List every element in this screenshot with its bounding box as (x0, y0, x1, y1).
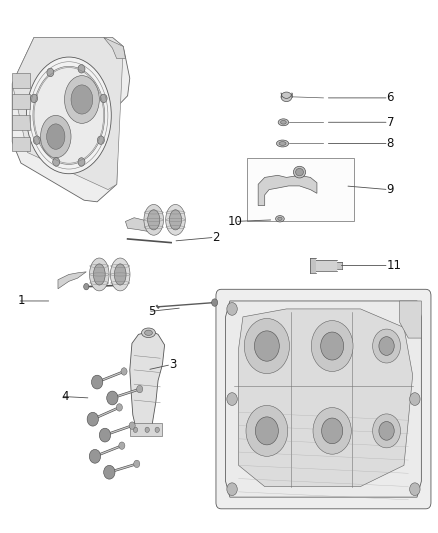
Text: 6: 6 (387, 91, 394, 104)
Circle shape (227, 483, 237, 496)
Circle shape (119, 442, 125, 449)
Ellipse shape (145, 330, 152, 335)
FancyBboxPatch shape (216, 289, 431, 509)
Ellipse shape (278, 217, 282, 220)
Ellipse shape (47, 124, 65, 149)
Circle shape (87, 413, 99, 426)
Text: 10: 10 (228, 215, 243, 228)
Circle shape (145, 427, 149, 432)
Ellipse shape (148, 210, 160, 230)
Ellipse shape (144, 205, 163, 235)
Ellipse shape (279, 142, 286, 146)
Ellipse shape (141, 328, 155, 337)
Circle shape (254, 331, 279, 361)
Circle shape (100, 94, 107, 103)
Circle shape (313, 408, 351, 454)
Text: 9: 9 (387, 183, 394, 196)
Circle shape (31, 94, 38, 103)
Polygon shape (239, 309, 413, 487)
Circle shape (121, 368, 127, 375)
Polygon shape (58, 272, 86, 289)
Circle shape (84, 284, 89, 290)
Ellipse shape (89, 258, 109, 291)
Circle shape (78, 64, 85, 73)
Text: 1: 1 (18, 294, 25, 308)
Polygon shape (130, 331, 165, 433)
Bar (12, 73, 30, 88)
Circle shape (255, 417, 279, 445)
Ellipse shape (110, 258, 130, 291)
Ellipse shape (93, 264, 105, 285)
Circle shape (78, 158, 85, 166)
Bar (130, 423, 162, 436)
Polygon shape (399, 301, 421, 338)
Ellipse shape (276, 216, 284, 222)
Circle shape (410, 393, 420, 406)
Circle shape (410, 303, 420, 316)
Polygon shape (258, 175, 317, 206)
Polygon shape (125, 217, 158, 232)
Bar (12, 115, 30, 130)
Circle shape (373, 414, 400, 448)
Circle shape (321, 418, 343, 443)
Circle shape (99, 428, 111, 442)
Circle shape (244, 318, 290, 374)
Ellipse shape (278, 119, 289, 126)
Circle shape (137, 385, 143, 393)
Ellipse shape (41, 115, 71, 158)
Text: 8: 8 (387, 137, 394, 150)
Circle shape (92, 375, 103, 389)
Bar (12, 136, 30, 151)
Polygon shape (104, 37, 125, 59)
Text: 2: 2 (212, 231, 220, 244)
Circle shape (129, 422, 135, 429)
Ellipse shape (276, 140, 289, 147)
Polygon shape (226, 301, 421, 497)
Ellipse shape (114, 264, 126, 285)
Circle shape (53, 158, 60, 166)
Ellipse shape (71, 85, 93, 114)
Polygon shape (12, 37, 123, 190)
Circle shape (379, 422, 394, 440)
Circle shape (379, 337, 394, 356)
Circle shape (89, 449, 101, 463)
Text: 7: 7 (387, 116, 394, 129)
Circle shape (133, 427, 138, 432)
Circle shape (104, 465, 115, 479)
Circle shape (107, 391, 118, 405)
Text: 3: 3 (169, 358, 177, 371)
Ellipse shape (166, 205, 185, 235)
Circle shape (97, 136, 104, 144)
Circle shape (47, 68, 54, 77)
Ellipse shape (33, 66, 105, 165)
Bar (12, 94, 30, 109)
Ellipse shape (281, 120, 286, 124)
Ellipse shape (296, 168, 304, 176)
Circle shape (155, 427, 159, 432)
Bar (247, 158, 354, 221)
Text: 11: 11 (387, 259, 402, 272)
Circle shape (410, 483, 420, 496)
Circle shape (227, 303, 237, 316)
Ellipse shape (281, 92, 292, 102)
Circle shape (117, 403, 122, 411)
Circle shape (212, 299, 218, 306)
Circle shape (246, 406, 288, 456)
Ellipse shape (26, 57, 111, 174)
Text: 4: 4 (61, 390, 69, 403)
Text: 5: 5 (148, 305, 156, 318)
Ellipse shape (170, 210, 182, 230)
Circle shape (33, 136, 40, 144)
Circle shape (311, 320, 353, 372)
Ellipse shape (293, 166, 306, 178)
Ellipse shape (64, 76, 99, 123)
Polygon shape (12, 37, 130, 202)
Circle shape (134, 460, 140, 467)
Circle shape (227, 393, 237, 406)
Circle shape (373, 329, 400, 363)
Circle shape (321, 332, 344, 360)
